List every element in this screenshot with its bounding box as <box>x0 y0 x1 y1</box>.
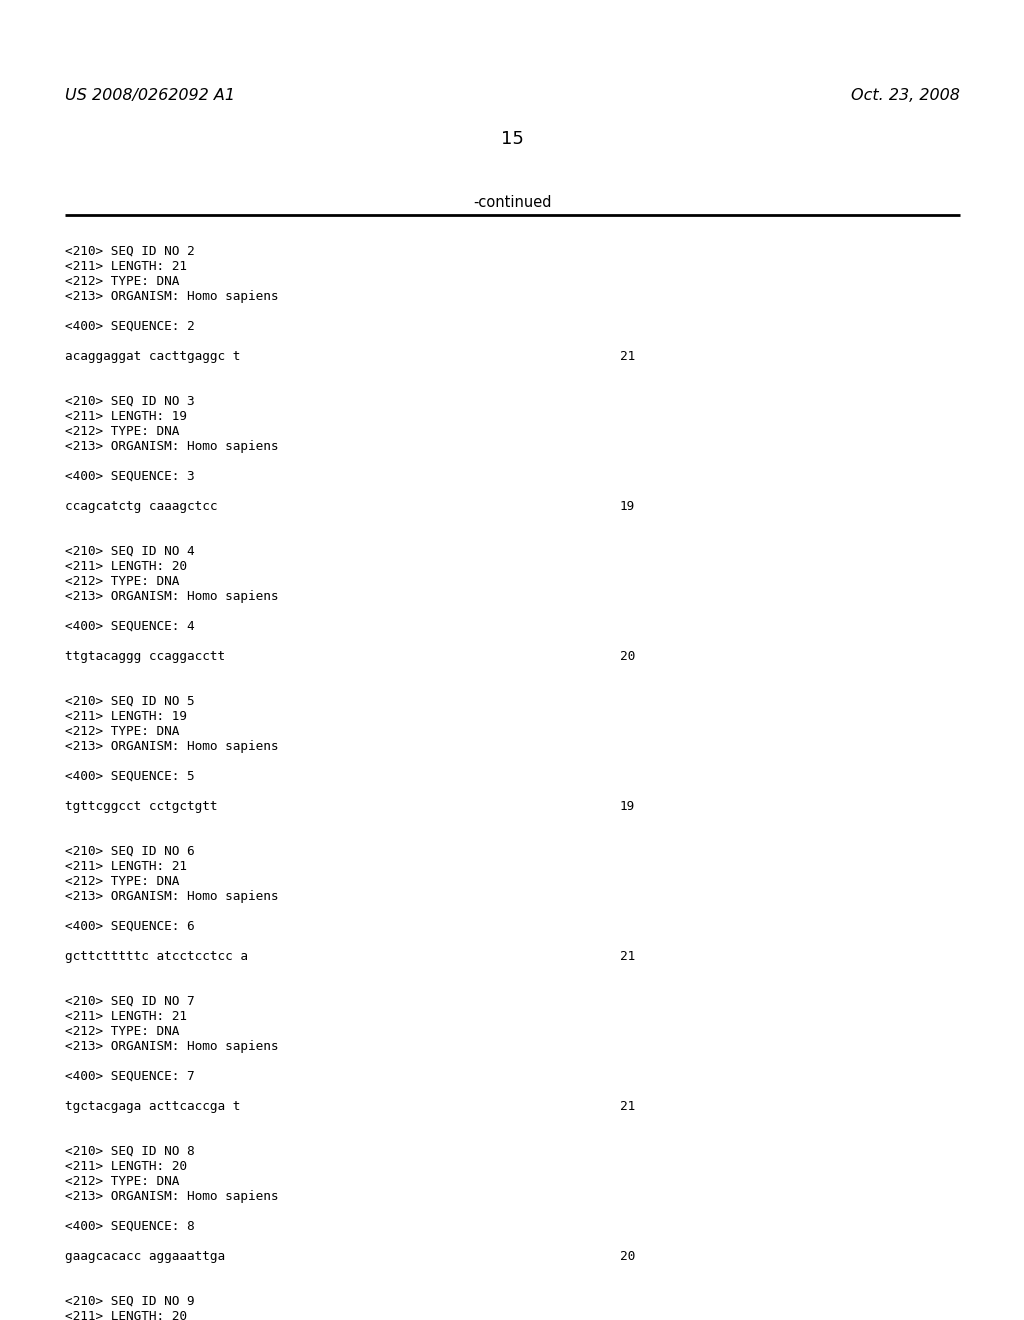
Text: <213> ORGANISM: Homo sapiens: <213> ORGANISM: Homo sapiens <box>65 741 279 752</box>
Text: <210> SEQ ID NO 8: <210> SEQ ID NO 8 <box>65 1144 195 1158</box>
Text: gcttctttttc atcctcctcc a: gcttctttttc atcctcctcc a <box>65 950 248 964</box>
Text: gaagcacacc aggaaattga: gaagcacacc aggaaattga <box>65 1250 225 1263</box>
Text: <211> LENGTH: 21: <211> LENGTH: 21 <box>65 260 187 273</box>
Text: <211> LENGTH: 19: <211> LENGTH: 19 <box>65 710 187 723</box>
Text: <213> ORGANISM: Homo sapiens: <213> ORGANISM: Homo sapiens <box>65 890 279 903</box>
Text: <213> ORGANISM: Homo sapiens: <213> ORGANISM: Homo sapiens <box>65 590 279 603</box>
Text: <213> ORGANISM: Homo sapiens: <213> ORGANISM: Homo sapiens <box>65 1191 279 1203</box>
Text: 19: 19 <box>620 800 635 813</box>
Text: <211> LENGTH: 20: <211> LENGTH: 20 <box>65 1309 187 1320</box>
Text: Oct. 23, 2008: Oct. 23, 2008 <box>851 88 961 103</box>
Text: 20: 20 <box>620 649 635 663</box>
Text: <212> TYPE: DNA: <212> TYPE: DNA <box>65 275 179 288</box>
Text: 21: 21 <box>620 950 635 964</box>
Text: <400> SEQUENCE: 4: <400> SEQUENCE: 4 <box>65 620 195 634</box>
Text: <213> ORGANISM: Homo sapiens: <213> ORGANISM: Homo sapiens <box>65 290 279 304</box>
Text: <210> SEQ ID NO 6: <210> SEQ ID NO 6 <box>65 845 195 858</box>
Text: acaggaggat cacttgaggc t: acaggaggat cacttgaggc t <box>65 350 241 363</box>
Text: <211> LENGTH: 21: <211> LENGTH: 21 <box>65 861 187 873</box>
Text: 21: 21 <box>620 350 635 363</box>
Text: 20: 20 <box>620 1250 635 1263</box>
Text: <211> LENGTH: 20: <211> LENGTH: 20 <box>65 560 187 573</box>
Text: -continued: -continued <box>473 195 551 210</box>
Text: <212> TYPE: DNA: <212> TYPE: DNA <box>65 576 179 587</box>
Text: <400> SEQUENCE: 3: <400> SEQUENCE: 3 <box>65 470 195 483</box>
Text: <212> TYPE: DNA: <212> TYPE: DNA <box>65 425 179 438</box>
Text: <212> TYPE: DNA: <212> TYPE: DNA <box>65 875 179 888</box>
Text: <212> TYPE: DNA: <212> TYPE: DNA <box>65 725 179 738</box>
Text: <213> ORGANISM: Homo sapiens: <213> ORGANISM: Homo sapiens <box>65 440 279 453</box>
Text: <211> LENGTH: 19: <211> LENGTH: 19 <box>65 411 187 422</box>
Text: <212> TYPE: DNA: <212> TYPE: DNA <box>65 1175 179 1188</box>
Text: ccagcatctg caaagctcc: ccagcatctg caaagctcc <box>65 500 217 513</box>
Text: <400> SEQUENCE: 6: <400> SEQUENCE: 6 <box>65 920 195 933</box>
Text: <213> ORGANISM: Homo sapiens: <213> ORGANISM: Homo sapiens <box>65 1040 279 1053</box>
Text: tgctacgaga acttcaccga t: tgctacgaga acttcaccga t <box>65 1100 241 1113</box>
Text: <400> SEQUENCE: 8: <400> SEQUENCE: 8 <box>65 1220 195 1233</box>
Text: 21: 21 <box>620 1100 635 1113</box>
Text: <212> TYPE: DNA: <212> TYPE: DNA <box>65 1026 179 1038</box>
Text: <211> LENGTH: 21: <211> LENGTH: 21 <box>65 1010 187 1023</box>
Text: US 2008/0262092 A1: US 2008/0262092 A1 <box>65 88 234 103</box>
Text: <211> LENGTH: 20: <211> LENGTH: 20 <box>65 1160 187 1173</box>
Text: <400> SEQUENCE: 2: <400> SEQUENCE: 2 <box>65 319 195 333</box>
Text: <210> SEQ ID NO 4: <210> SEQ ID NO 4 <box>65 545 195 558</box>
Text: ttgtacaggg ccaggacctt: ttgtacaggg ccaggacctt <box>65 649 225 663</box>
Text: 15: 15 <box>501 129 523 148</box>
Text: <210> SEQ ID NO 9: <210> SEQ ID NO 9 <box>65 1295 195 1308</box>
Text: <400> SEQUENCE: 5: <400> SEQUENCE: 5 <box>65 770 195 783</box>
Text: <210> SEQ ID NO 7: <210> SEQ ID NO 7 <box>65 995 195 1008</box>
Text: <400> SEQUENCE: 7: <400> SEQUENCE: 7 <box>65 1071 195 1082</box>
Text: tgttcggcct cctgctgtt: tgttcggcct cctgctgtt <box>65 800 217 813</box>
Text: 19: 19 <box>620 500 635 513</box>
Text: <210> SEQ ID NO 3: <210> SEQ ID NO 3 <box>65 395 195 408</box>
Text: <210> SEQ ID NO 2: <210> SEQ ID NO 2 <box>65 246 195 257</box>
Text: <210> SEQ ID NO 5: <210> SEQ ID NO 5 <box>65 696 195 708</box>
